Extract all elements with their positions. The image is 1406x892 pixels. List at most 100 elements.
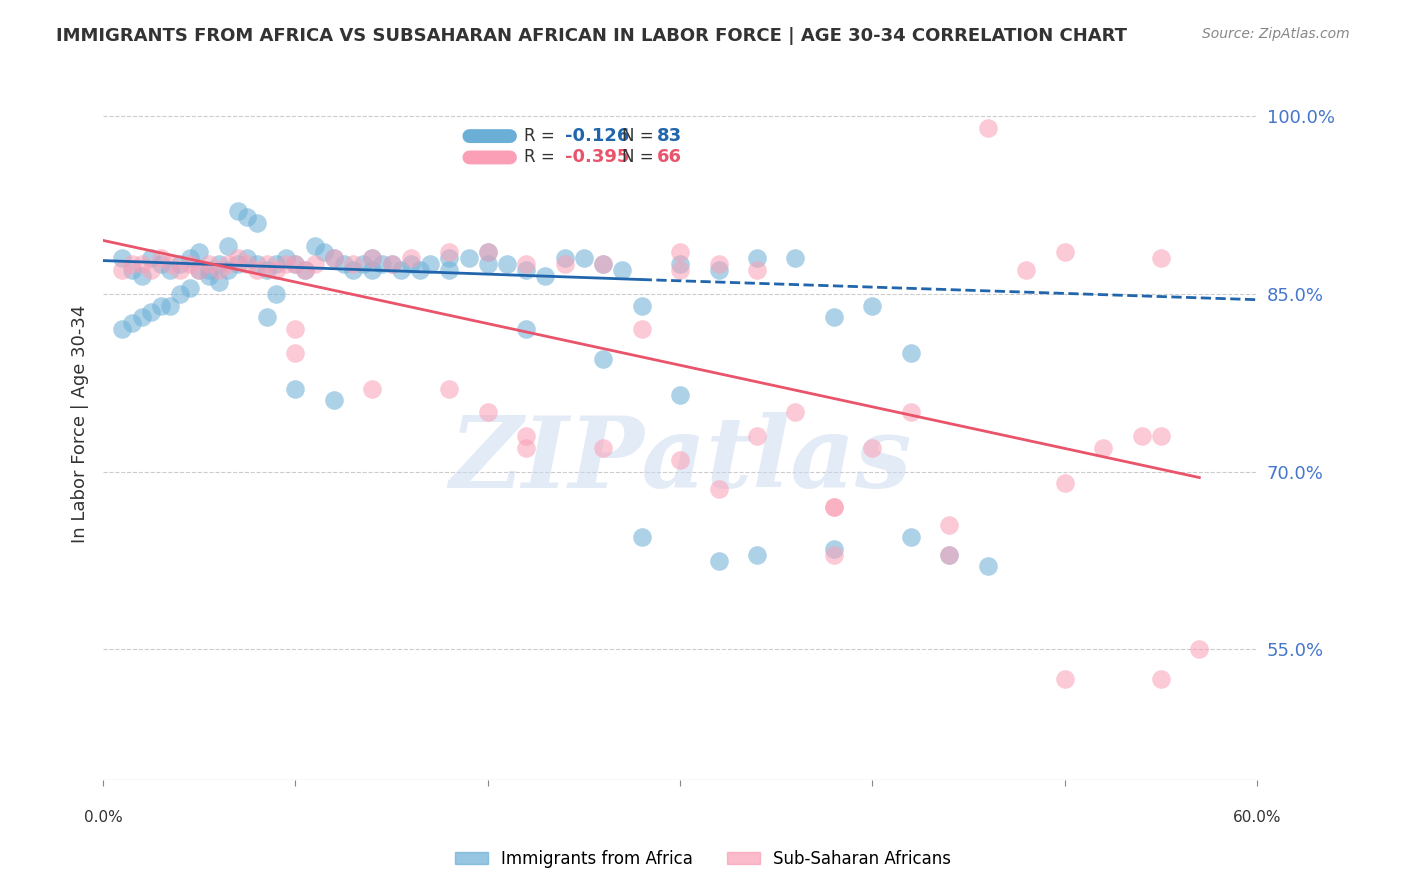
Point [304, 239, 326, 253]
Point [141, 251, 163, 265]
Point [236, 257, 259, 271]
Point [630, 530, 652, 544]
Point [1150, 672, 1173, 686]
Point [217, 257, 239, 271]
Text: 66: 66 [657, 148, 682, 167]
Point [439, 263, 461, 277]
Point [823, 541, 845, 556]
Point [284, 346, 307, 360]
Point [256, 257, 278, 271]
Point [823, 548, 845, 562]
Point [361, 251, 384, 265]
Point [361, 263, 384, 277]
Point [630, 299, 652, 313]
Point [900, 405, 922, 419]
Point [246, 263, 269, 277]
Point [246, 216, 269, 230]
Point [274, 257, 297, 271]
Text: R =: R = [524, 127, 561, 145]
Point [111, 322, 134, 336]
Point [207, 263, 229, 277]
Point [823, 500, 845, 515]
Point [477, 257, 499, 271]
Point [322, 251, 344, 265]
Point [131, 257, 153, 271]
Point [785, 251, 807, 265]
Point [149, 251, 172, 265]
Point [188, 263, 211, 277]
Point [141, 304, 163, 318]
Point [1150, 251, 1173, 265]
Text: -0.395: -0.395 [565, 148, 628, 167]
Point [198, 268, 221, 283]
Point [1053, 476, 1076, 491]
Point [169, 257, 191, 271]
Point [630, 322, 652, 336]
Point [900, 346, 922, 360]
Point [785, 405, 807, 419]
Text: R =: R = [524, 148, 561, 167]
Point [342, 257, 364, 271]
Point [188, 263, 211, 277]
Point [149, 299, 172, 313]
Text: IMMIGRANTS FROM AFRICA VS SUBSAHARAN AFRICAN IN LABOR FORCE | AGE 30-34 CORRELAT: IMMIGRANTS FROM AFRICA VS SUBSAHARAN AFR… [56, 27, 1128, 45]
Point [284, 257, 307, 271]
Point [381, 257, 404, 271]
Point [477, 245, 499, 260]
Point [745, 251, 768, 265]
Point [515, 263, 537, 277]
Point [592, 351, 614, 366]
Point [477, 405, 499, 419]
Point [274, 251, 297, 265]
Point [399, 257, 422, 271]
Point [554, 251, 576, 265]
Point [236, 210, 259, 224]
Point [284, 382, 307, 396]
Point [159, 263, 181, 277]
Point [977, 559, 1000, 574]
Point [399, 251, 422, 265]
Point [159, 299, 181, 313]
Point [592, 257, 614, 271]
Point [226, 203, 249, 218]
Point [1053, 245, 1076, 260]
Point [264, 286, 287, 301]
Point [669, 245, 692, 260]
Point [217, 239, 239, 253]
Point [496, 257, 519, 271]
Point [554, 257, 576, 271]
Point [294, 263, 316, 277]
Point [707, 263, 730, 277]
Point [707, 483, 730, 497]
Point [322, 393, 344, 408]
Point [236, 251, 259, 265]
Point [226, 251, 249, 265]
Text: N =: N = [623, 127, 659, 145]
Point [284, 322, 307, 336]
Point [439, 382, 461, 396]
Point [226, 257, 249, 271]
Point [515, 441, 537, 455]
Point [121, 263, 143, 277]
Text: ZIPatlas: ZIPatlas [449, 411, 911, 508]
Point [149, 257, 172, 271]
Point [938, 548, 960, 562]
Point [938, 518, 960, 533]
Y-axis label: In Labor Force | Age 30-34: In Labor Force | Age 30-34 [72, 305, 89, 543]
Point [314, 245, 336, 260]
Point [900, 530, 922, 544]
Text: N =: N = [623, 148, 659, 167]
Point [141, 263, 163, 277]
Legend: Immigrants from Africa, Sub-Saharan Africans: Immigrants from Africa, Sub-Saharan Afri… [449, 844, 957, 875]
Point [246, 257, 269, 271]
Point [179, 251, 201, 265]
Point [371, 257, 394, 271]
Point [1053, 672, 1076, 686]
Point [304, 257, 326, 271]
Point [179, 257, 201, 271]
Point [159, 257, 181, 271]
Point [977, 120, 1000, 135]
Point [217, 263, 239, 277]
Point [1150, 429, 1173, 443]
Point [823, 500, 845, 515]
